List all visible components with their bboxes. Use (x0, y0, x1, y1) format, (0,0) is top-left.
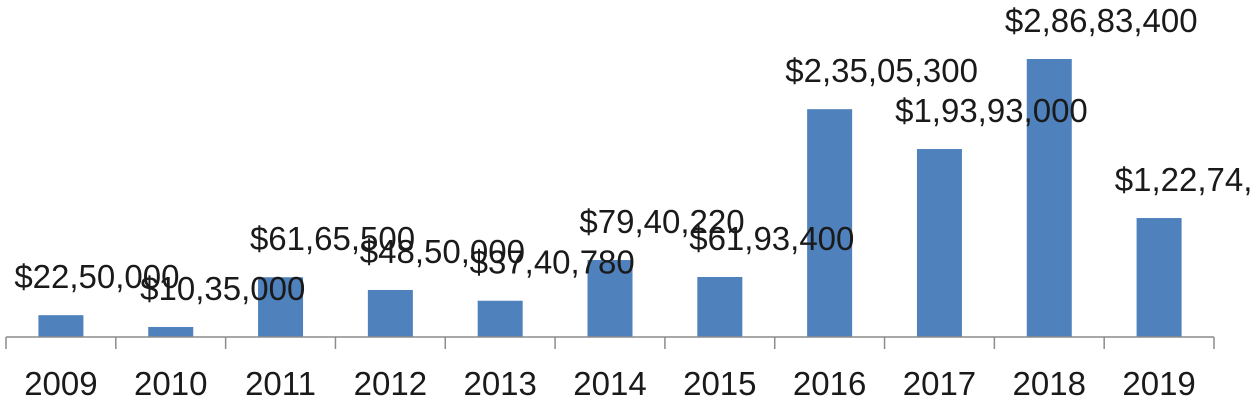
data-labels: $22,50,000$10,35,000 $61,65,500$48,50,000… (14, 2, 1250, 307)
tick-label-2014: 2014 (573, 365, 646, 402)
tick-label-2016: 2016 (793, 365, 866, 402)
bar-2018 (1026, 59, 1072, 337)
data-label-2016: $2,35,05,300 (785, 52, 978, 89)
tick-label-2018: 2018 (1013, 365, 1086, 402)
data-label-2019: $1,22,74,000 (1115, 161, 1250, 198)
tick-label-2010: 2010 (134, 365, 207, 402)
data-label-2012: $48,50,000 (360, 233, 525, 270)
data-label-2011: $61,65,500 (250, 220, 415, 257)
bar-2011 (258, 277, 304, 337)
bar-2015 (697, 276, 743, 337)
data-label-2013: $37,40,780 (470, 244, 635, 281)
bar-2017 (916, 149, 962, 337)
tick-label-2009: 2009 (24, 365, 97, 402)
tick-label-2012: 2012 (354, 365, 427, 402)
bar-2016 (807, 109, 853, 337)
data-label-2009: $22,50,000 (14, 258, 179, 295)
bar-2014 (587, 260, 633, 337)
bar-2012 (367, 289, 413, 337)
data-label-2014: $79,40,220 (579, 203, 744, 240)
bars-group (38, 59, 1182, 337)
tick-label-2019: 2019 (1122, 365, 1195, 402)
data-label-2010: $10,35,000 (140, 270, 305, 307)
x-axis (5, 336, 1215, 349)
tick-label-2015: 2015 (683, 365, 756, 402)
tick-label-2017: 2017 (903, 365, 976, 402)
bar-2010 (148, 326, 194, 337)
data-label-2015: $61,93,400 (689, 220, 854, 257)
bar-2009 (38, 315, 84, 337)
bar-2013 (477, 300, 523, 337)
tick-label-2011: 2011 (245, 365, 316, 402)
bar-2019 (1136, 218, 1182, 337)
data-label-2017: $1,93,93,000 (895, 92, 1088, 129)
tick-label-2013: 2013 (463, 365, 536, 402)
x-tick-labels: 2009 2010 2011 2012 2013 2014 2015 2016 2017 2018… (24, 365, 1196, 402)
data-label-2018: $2,86,83,400 (1005, 2, 1198, 39)
